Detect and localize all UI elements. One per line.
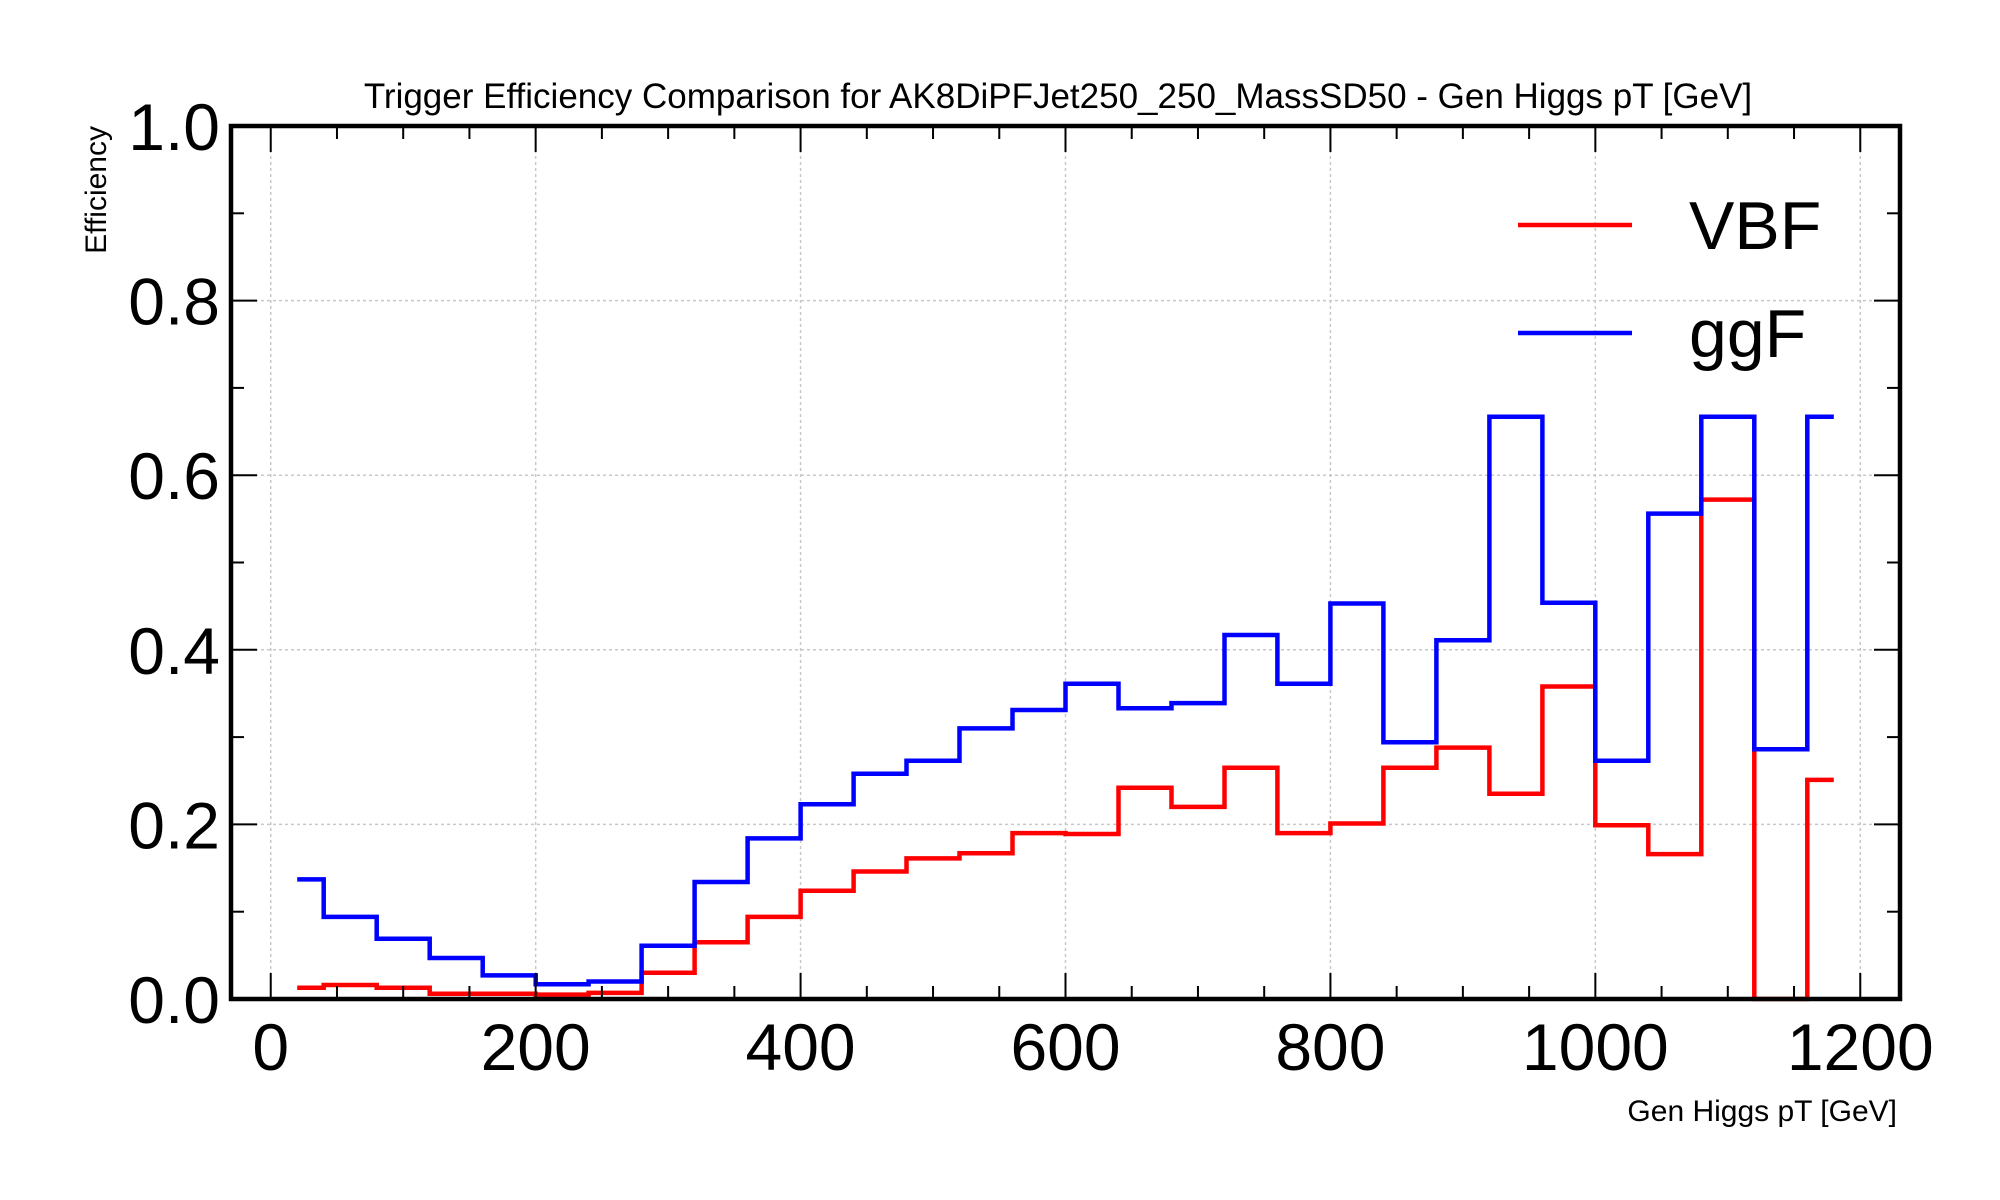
- x-tick-label: 1000: [1522, 1010, 1669, 1084]
- x-tick-label: 400: [746, 1010, 856, 1084]
- legend-label-vbf: VBF: [1689, 188, 1821, 264]
- x-tick-label: 800: [1275, 1010, 1385, 1084]
- plot-frame: [228, 123, 1903, 1002]
- x-tick-label: 200: [481, 1010, 591, 1084]
- y-tick-label: 0.0: [128, 963, 220, 1037]
- x-axis-label: Gen Higgs pT [GeV]: [1627, 1095, 1897, 1128]
- y-tick-labels: 0.0 0.2 0.4 0.6 0.8 1.0: [128, 90, 220, 1037]
- y-tick-label: 0.6: [128, 439, 220, 513]
- legend-label-ggf: ggF: [1689, 296, 1806, 372]
- y-tick-label: 0.2: [128, 788, 220, 862]
- x-tick-labels: 0 200 400 600 800 1000 1200: [252, 1010, 1933, 1084]
- series-line-ggf: [297, 414, 1834, 987]
- y-tick-label: 0.4: [128, 614, 220, 688]
- y-tick-label: 0.8: [128, 265, 220, 339]
- x-tick-label: 0: [252, 1010, 289, 1084]
- chart-title: Trigger Efficiency Comparison for AK8DiP…: [364, 77, 1752, 116]
- y-tick-label: 1.0: [128, 90, 220, 164]
- x-tick-label: 600: [1010, 1010, 1120, 1084]
- x-tick-label: 1200: [1787, 1010, 1934, 1084]
- y-axis-label: Efficiency: [80, 126, 113, 254]
- legend: VBF ggF: [1518, 188, 1821, 372]
